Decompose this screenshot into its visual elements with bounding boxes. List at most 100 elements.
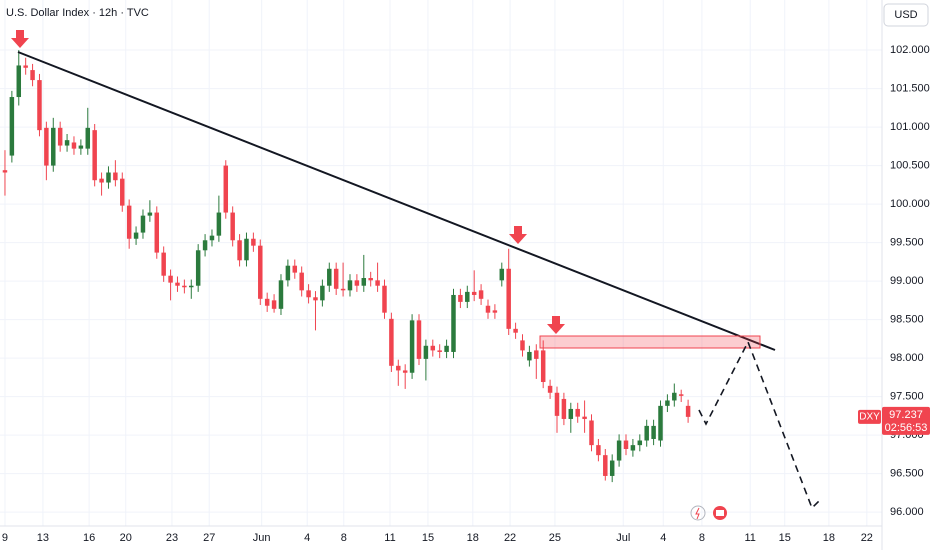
currency-button[interactable] <box>883 3 929 27</box>
y-tick-label: 100.500 <box>890 159 930 171</box>
candle-body <box>237 240 242 261</box>
y-tick-label: 99.000 <box>890 275 924 287</box>
candle-body <box>333 268 339 289</box>
y-tick-label: 102.000 <box>890 44 930 56</box>
candle-body <box>16 65 22 98</box>
countdown-label: 02:56:53 <box>885 422 928 434</box>
down-arrow <box>547 316 565 334</box>
candle-body <box>589 420 594 446</box>
candle-body <box>368 278 373 281</box>
x-tick-label: 15 <box>422 532 434 544</box>
event-icon[interactable] <box>690 505 706 521</box>
chart-title: U.S. Dollar Index · 12h · TVC <box>6 7 149 19</box>
candle-body <box>389 318 394 366</box>
candle-body <box>258 245 263 299</box>
x-tick-label: 9 <box>2 532 8 544</box>
y-tick-label: 97.500 <box>890 391 924 403</box>
candle-body <box>685 405 691 417</box>
candle-body <box>340 288 346 291</box>
candle-body <box>147 212 153 216</box>
candle-body <box>320 285 325 301</box>
candle-body <box>78 145 84 149</box>
candle-body <box>182 285 187 288</box>
candle-body <box>678 394 684 396</box>
resistance-zone <box>539 335 761 349</box>
candle-body <box>437 350 442 352</box>
candle-body <box>23 65 28 68</box>
x-tick-label: 22 <box>861 532 873 544</box>
candle-body <box>92 130 97 181</box>
y-tick-label: 96.500 <box>890 468 924 480</box>
candle-body <box>554 392 560 416</box>
x-tick-label: 15 <box>779 532 791 544</box>
candle-body <box>534 350 539 359</box>
candle-body <box>382 285 387 313</box>
event-icon-bolt <box>695 507 700 520</box>
candle-body <box>520 340 525 351</box>
y-tick-label: 101.500 <box>890 82 930 94</box>
candle-body <box>630 445 636 451</box>
down-arrow <box>509 226 527 244</box>
candle-body <box>175 282 180 286</box>
candle-body <box>396 365 401 371</box>
currency-label[interactable]: USD <box>894 9 917 21</box>
candle-body <box>106 172 111 183</box>
candle-body <box>492 310 498 313</box>
candle-body <box>409 320 415 373</box>
candle-body <box>609 460 615 476</box>
candle-body <box>485 305 491 313</box>
candle-body <box>375 280 380 286</box>
candle-body <box>299 272 304 291</box>
candle-body <box>85 127 91 149</box>
candle-body <box>64 140 70 146</box>
candle-body <box>347 280 353 291</box>
y-tick-label: 100.000 <box>890 198 930 210</box>
candle-body <box>327 268 332 286</box>
y-tick-label: 96.000 <box>890 506 924 518</box>
candle-body <box>527 351 532 361</box>
candle-body <box>478 290 484 299</box>
candle-body <box>465 291 470 302</box>
x-tick-label: 20 <box>120 532 132 544</box>
candle-body <box>471 291 477 295</box>
last-price-label: 97.237 <box>889 409 923 421</box>
x-tick-label: 13 <box>37 532 49 544</box>
y-tick-label: 98.500 <box>890 314 924 326</box>
candle-body <box>582 416 587 419</box>
candle-body <box>637 440 643 446</box>
candle-body <box>202 240 208 251</box>
x-tick-label: 23 <box>166 532 178 544</box>
x-tick-label: Jun <box>253 532 271 544</box>
y-tick-label: 101.000 <box>890 121 930 133</box>
candle-body <box>499 268 505 281</box>
x-tick-label: 11 <box>384 532 395 544</box>
x-tick-label: 4 <box>304 532 310 544</box>
candle-body <box>161 252 166 276</box>
candle-body <box>264 298 270 306</box>
candle-body <box>575 408 580 417</box>
candle-body <box>168 275 173 283</box>
candle-body <box>506 268 511 329</box>
candle-body <box>672 392 677 401</box>
candle-body <box>416 320 422 359</box>
candle-body <box>278 280 284 309</box>
candle-body <box>51 127 56 166</box>
candle-body <box>402 370 408 373</box>
candle-body <box>665 400 670 406</box>
x-tick-label: 8 <box>699 532 705 544</box>
x-tick-label: 27 <box>203 532 215 544</box>
candle-body <box>99 178 104 183</box>
candles <box>2 50 691 483</box>
candle-body <box>603 455 608 476</box>
candle-body <box>616 440 622 461</box>
candle-body <box>189 285 194 288</box>
candle-body <box>113 172 118 181</box>
x-tick-label: 18 <box>467 532 479 544</box>
candle-body <box>251 238 256 246</box>
candle-body <box>2 170 8 173</box>
y-tick-label: 98.000 <box>890 352 924 364</box>
candle-body <box>568 408 574 419</box>
